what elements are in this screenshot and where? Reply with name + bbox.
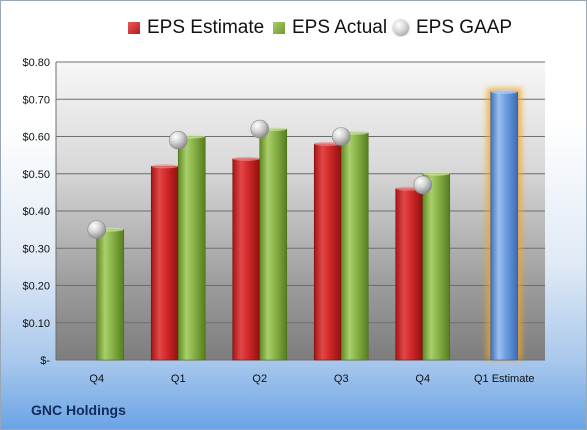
bar-eps-actual [96,229,125,361]
bar-top-highlight [490,89,518,94]
y-axis-ticks: $- $0.10 $0.20 $0.30 $0.40 $0.50 $0.60 $0.70 $0.… [22,57,50,367]
bars [96,87,522,361]
bar-eps-estimate [150,166,179,361]
x-tick-label: Q1 Estimate [474,373,535,385]
legend-item-actual: EPS Actual [273,14,387,42]
bar-top-highlight [422,171,450,176]
y-tick-label: $0.10 [22,318,50,330]
legend-label-actual: EPS Actual [292,17,388,38]
y-tick-label: $0.60 [22,132,50,144]
y-tick-label: $- [40,355,50,367]
x-tick-label: Q2 [252,373,267,385]
legend-label-gaap: EPS GAAP [416,17,513,38]
x-tick-label: Q4 [89,373,104,385]
x-tick-label: Q3 [334,373,349,385]
legend-swatch-actual [273,22,285,34]
y-tick-label: $0.50 [22,169,50,181]
marker-eps-gaap [250,119,270,139]
bar-eps-actual [259,128,288,361]
marker-eps-gaap [168,130,188,150]
legend-item-gaap: EPS GAAP [393,14,512,42]
x-tick-label: Q4 [415,373,430,385]
bar-top-highlight [151,164,179,169]
gaap-markers [87,119,433,239]
legend: EPS Estimate EPS Actual EPS GAAP [0,14,587,42]
legend-swatch-estimate [128,22,140,34]
legend-swatch-gaap [393,20,409,36]
y-tick-label: $0.80 [22,57,50,69]
marker-eps-gaap [331,127,351,146]
company-name: GNC Holdings [31,402,126,418]
y-tick-label: $0.30 [22,243,50,255]
bar-forecast-estimate [490,91,519,361]
x-axis-ticks: Q4 Q1 Q2 Q3 Q4 Q1 Estimate [89,373,534,385]
marker-eps-gaap [87,220,107,239]
bar-top-highlight [232,156,260,161]
bar-eps-actual [177,136,206,361]
bar-eps-estimate [232,158,261,361]
y-tick-label: $0.40 [22,206,50,218]
marker-eps-gaap [413,175,433,195]
bar-eps-estimate [313,143,342,361]
bar-top-highlight [314,141,342,146]
bar-eps-actual [422,173,451,361]
x-tick-label: Q1 [171,373,186,385]
bar-eps-estimate [395,188,424,361]
bar-eps-actual [340,132,369,361]
legend-item-estimate: EPS Estimate [128,14,264,42]
y-tick-label: $0.70 [22,94,50,106]
legend-label-estimate: EPS Estimate [147,17,265,38]
y-tick-label: $0.20 [22,281,50,293]
gridlines [55,61,545,361]
